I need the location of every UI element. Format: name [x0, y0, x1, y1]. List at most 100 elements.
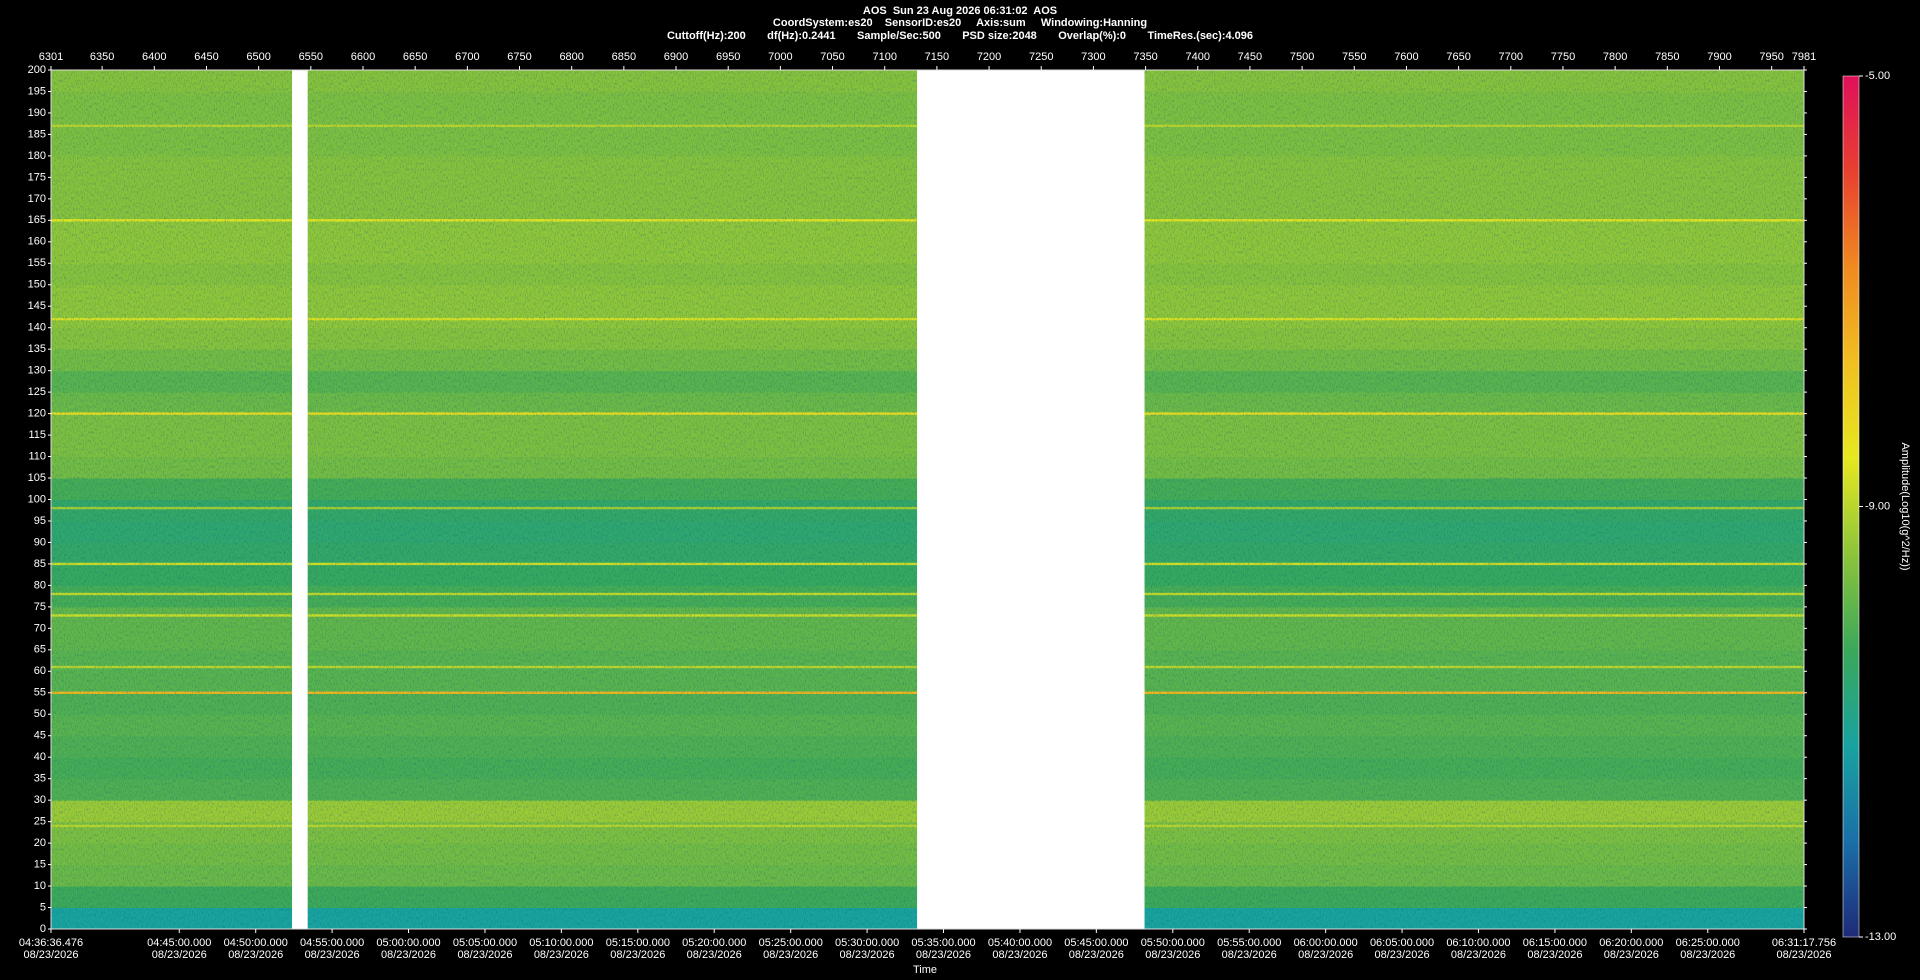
y-tick-label: 130: [28, 365, 46, 377]
colorbar-label: Amplitude(Log10(g^2/Hz)): [1899, 442, 1911, 570]
time-tick-date: 08/23/2026: [687, 949, 742, 961]
time-tick-label: 06:20:00.000: [1599, 937, 1663, 949]
y-tick-label: 150: [28, 279, 46, 291]
x-tick-label: 7600: [1394, 51, 1418, 63]
x-axis-label: Time: [913, 964, 937, 976]
time-tick-label: 05:40:00.000: [988, 937, 1052, 949]
x-tick-label: 6450: [194, 51, 218, 63]
x-tick-label: 6700: [455, 51, 479, 63]
time-tick-label: 05:05:00.000: [453, 937, 517, 949]
y-tick-label: 75: [34, 601, 46, 613]
time-tick-date: 08/23/2026: [992, 949, 1047, 961]
time-tick-label: 06:00:00.000: [1294, 937, 1358, 949]
time-tick-label: 06:15:00.000: [1523, 937, 1587, 949]
time-tick-label: 06:05:00.000: [1370, 937, 1434, 949]
time-tick-label: 04:36:36.476: [19, 937, 83, 949]
x-tick-label: 7800: [1603, 51, 1627, 63]
x-tick-label: 7550: [1342, 51, 1366, 63]
y-tick-label: 55: [34, 687, 46, 699]
x-tick-label: 7400: [1186, 51, 1210, 63]
y-tick-label: 145: [28, 300, 46, 312]
x-tick-label: 6301: [39, 51, 63, 63]
header-line: CoordSystem:es20 SensorID:es20 Axis:sum …: [773, 17, 1147, 29]
time-tick-date: 08/23/2026: [534, 949, 589, 961]
y-tick-label: 200: [28, 64, 46, 76]
x-tick-label: 6800: [559, 51, 583, 63]
x-tick-label: 7750: [1551, 51, 1575, 63]
y-tick-label: 30: [34, 794, 46, 806]
y-tick-label: 40: [34, 751, 46, 763]
time-tick-label: 04:50:00.000: [224, 937, 288, 949]
x-tick-label: 6400: [142, 51, 166, 63]
y-tick-label: 195: [28, 85, 46, 97]
time-tick-date: 08/23/2026: [610, 949, 665, 961]
y-tick-label: 190: [28, 107, 46, 119]
time-tick-label: 05:25:00.000: [759, 937, 823, 949]
time-tick-label: 05:10:00.000: [529, 937, 593, 949]
x-tick-label: 6350: [90, 51, 114, 63]
y-tick-label: 160: [28, 236, 46, 248]
time-tick-date: 08/23/2026: [1145, 949, 1200, 961]
y-tick-label: 35: [34, 773, 46, 785]
y-tick-label: 45: [34, 730, 46, 742]
time-tick-date: 08/23/2026: [1680, 949, 1735, 961]
colorbar: [1842, 75, 1860, 938]
time-tick-date: 08/23/2026: [152, 949, 207, 961]
x-tick-label: 7100: [872, 51, 896, 63]
time-tick-date: 08/23/2026: [840, 949, 895, 961]
x-tick-label: 7150: [925, 51, 949, 63]
x-tick-label: 6850: [612, 51, 636, 63]
y-tick-label: 90: [34, 536, 46, 548]
time-tick-date: 08/23/2026: [1069, 949, 1124, 961]
x-tick-label: 7700: [1499, 51, 1523, 63]
y-tick-label: 155: [28, 257, 46, 269]
y-tick-label: 165: [28, 214, 46, 226]
time-tick-date: 08/23/2026: [1527, 949, 1582, 961]
y-tick-label: 135: [28, 343, 46, 355]
y-tick-label: 185: [28, 128, 46, 140]
y-tick-label: 80: [34, 579, 46, 591]
time-tick-date: 08/23/2026: [1222, 949, 1277, 961]
time-tick-date: 08/23/2026: [1375, 949, 1430, 961]
y-tick-label: 5: [40, 901, 46, 913]
y-tick-label: 175: [28, 171, 46, 183]
time-tick-label: 05:30:00.000: [835, 937, 899, 949]
time-tick-date: 08/23/2026: [228, 949, 283, 961]
x-tick-label: 7900: [1707, 51, 1731, 63]
time-tick-label: 05:15:00.000: [606, 937, 670, 949]
y-tick-label: 140: [28, 322, 46, 334]
x-tick-label: 6950: [716, 51, 740, 63]
header-line: AOS Sun 23 Aug 2026 06:31:02 AOS: [863, 5, 1057, 17]
time-tick-label: 05:00:00.000: [376, 937, 440, 949]
time-tick-label: 05:45:00.000: [1064, 937, 1128, 949]
y-tick-label: 65: [34, 644, 46, 656]
time-tick-date: 08/23/2026: [305, 949, 360, 961]
time-tick-date: 08/23/2026: [457, 949, 512, 961]
y-tick-label: 100: [28, 493, 46, 505]
header-line: Cuttoff(Hz):200 df(Hz):0.2441 Sample/Sec…: [667, 30, 1253, 42]
time-tick-label: 04:45:00.000: [147, 937, 211, 949]
x-tick-label: 7200: [977, 51, 1001, 63]
y-tick-label: 95: [34, 515, 46, 527]
time-tick-label: 05:55:00.000: [1217, 937, 1281, 949]
x-tick-label: 6900: [664, 51, 688, 63]
x-tick-label: 7650: [1446, 51, 1470, 63]
x-tick-label: 6500: [246, 51, 270, 63]
colorbar-tick-label: -9.00: [1865, 500, 1890, 512]
colorbar-tick-label: -5.00: [1865, 70, 1890, 82]
time-tick-date: 08/23/2026: [1298, 949, 1353, 961]
y-tick-label: 180: [28, 150, 46, 162]
y-tick-label: 10: [34, 880, 46, 892]
x-tick-label: 6550: [299, 51, 323, 63]
y-tick-label: 110: [28, 450, 46, 462]
x-tick-label: 7050: [820, 51, 844, 63]
x-tick-label: 7500: [1290, 51, 1314, 63]
time-tick-date: 08/23/2026: [381, 949, 436, 961]
time-tick-label: 06:25:00.000: [1676, 937, 1740, 949]
time-tick-label: 05:50:00.000: [1141, 937, 1205, 949]
colorbar-tick-label: -13.00: [1865, 931, 1896, 943]
x-tick-label: 7981: [1792, 51, 1816, 63]
x-tick-label: 7300: [1081, 51, 1105, 63]
